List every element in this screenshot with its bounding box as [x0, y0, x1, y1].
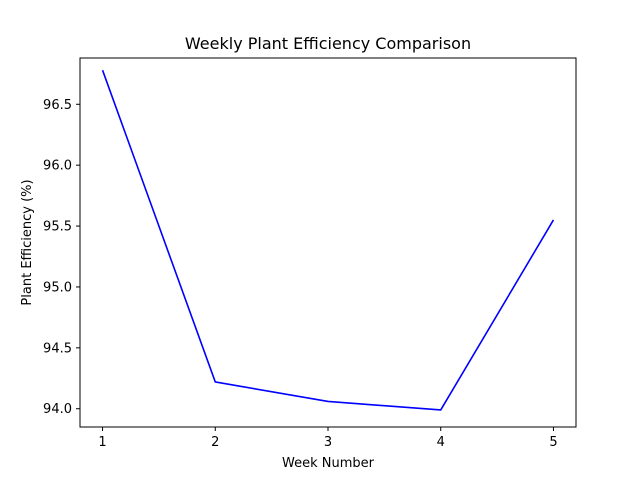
- y-tick-label: 94.5: [43, 341, 72, 356]
- y-axis-label: Plant Efficiency (%): [20, 179, 35, 305]
- x-tick-label: 1: [98, 435, 106, 450]
- x-axis-label: Week Number: [282, 456, 375, 471]
- x-tick-label: 5: [549, 435, 557, 450]
- x-tick-label: 3: [324, 435, 332, 450]
- y-tick-label: 95.0: [43, 280, 72, 295]
- y-tick-label: 96.5: [43, 98, 72, 113]
- y-tick-label: 96.0: [43, 159, 72, 174]
- x-tick-label: 2: [211, 435, 219, 450]
- x-tick-label: 4: [437, 435, 445, 450]
- y-tick-label: 95.5: [43, 220, 72, 235]
- y-tick-label: 94.0: [43, 402, 72, 417]
- series-layer: [101, 69, 555, 411]
- chart-title: Weekly Plant Efficiency Comparison: [185, 34, 471, 53]
- y-axis-ticks: 94.0 94.5 95.0 95.5 96.0 96.5: [43, 98, 80, 417]
- x-axis-ticks: 1 2 3 4 5: [98, 427, 558, 450]
